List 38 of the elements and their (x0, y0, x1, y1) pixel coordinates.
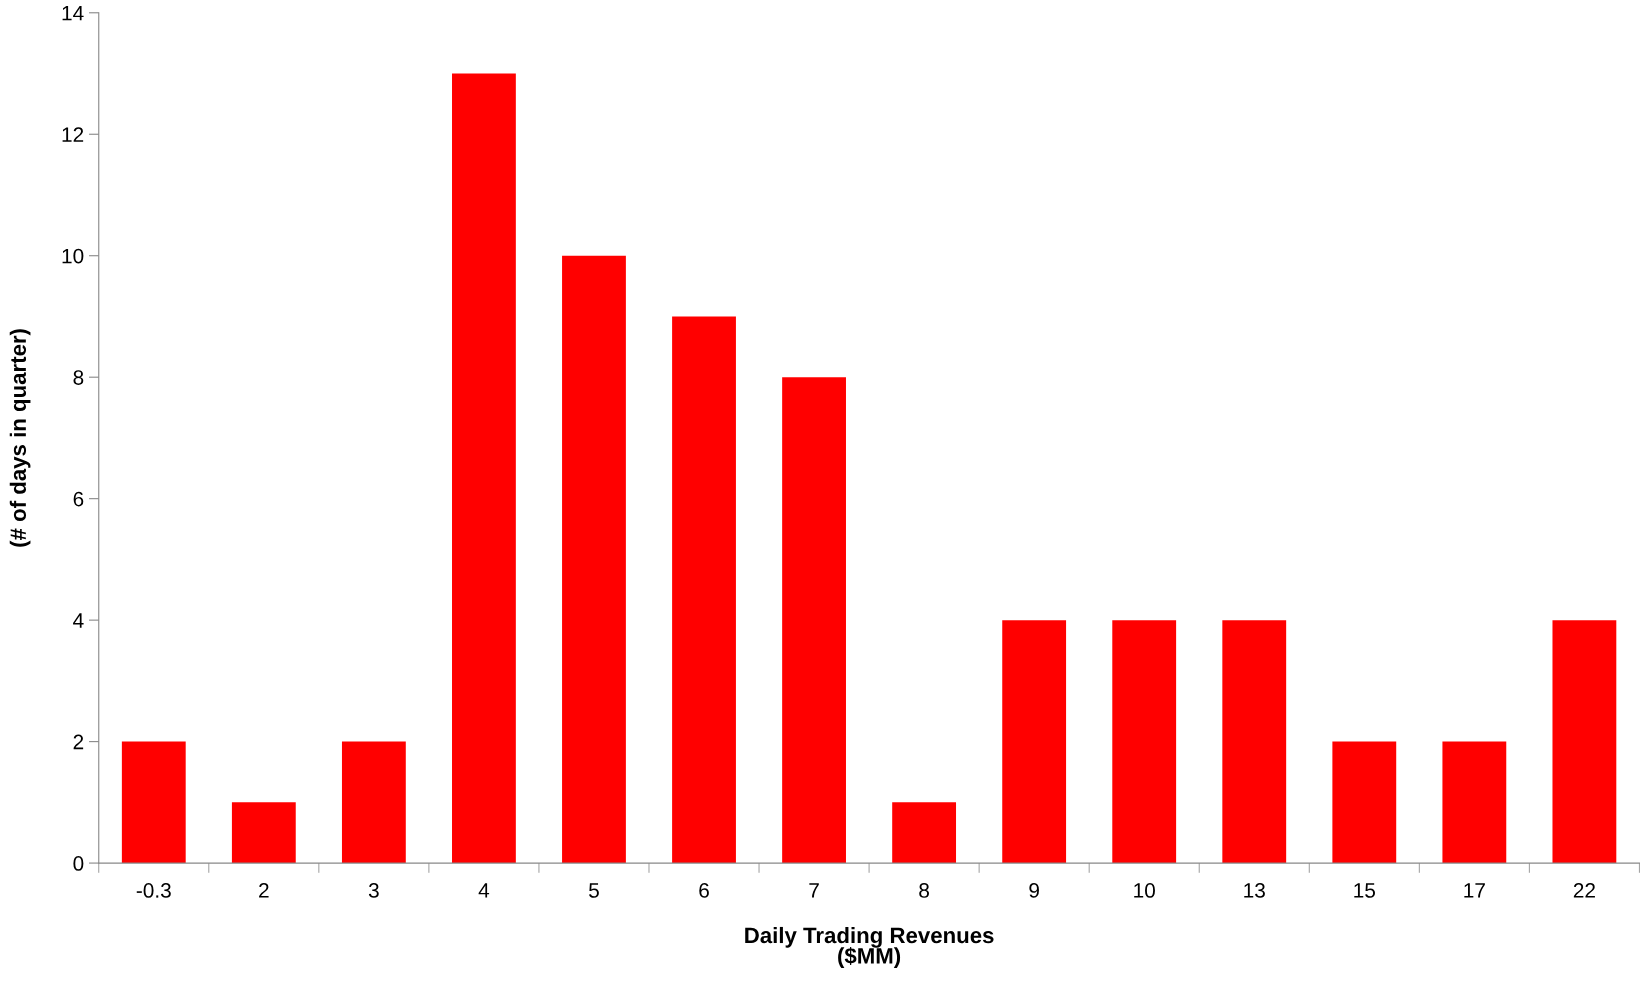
x-tick-label: 13 (1244, 883, 1265, 898)
bar (1442, 741, 1507, 864)
x-tick-label: 7 (809, 883, 819, 898)
x-tick-label: 10 (1134, 883, 1155, 898)
x-tick-label: 15 (1354, 883, 1376, 898)
x-tick-label: 2 (259, 883, 269, 898)
y-tick-label: 0 (73, 856, 84, 871)
bar (1002, 620, 1067, 864)
bar (1332, 741, 1397, 864)
bar (341, 741, 406, 864)
bar (782, 377, 846, 864)
x-tick-label: 5 (589, 883, 599, 898)
bar (1552, 620, 1617, 864)
y-tick-label: 14 (62, 6, 84, 21)
bar (121, 741, 186, 864)
x-tick-label: -0.3 (136, 883, 171, 898)
y-tick-label: 10 (62, 248, 84, 264)
bar (452, 73, 516, 864)
bar (892, 802, 957, 864)
bar (562, 255, 626, 864)
y-tick-label: 4 (73, 613, 84, 628)
x-tick-label: 22 (1573, 883, 1595, 898)
bar (672, 316, 736, 864)
y-tick-label: 2 (73, 734, 84, 750)
y-tick-label: 8 (73, 370, 84, 385)
y-tick-label: 12 (62, 127, 84, 142)
x-tick-label: 17 (1464, 883, 1485, 898)
x-tick-label: 4 (478, 883, 490, 898)
y-tick-label: 6 (73, 491, 84, 507)
bar (231, 802, 296, 864)
x-tick-label: 6 (699, 883, 709, 898)
bar (1112, 620, 1177, 864)
x-tick-label: 8 (919, 883, 929, 898)
y-axis-title: (# of days in quarter) (9, 329, 31, 547)
bar (1222, 620, 1287, 864)
x-tick-label: 9 (1029, 883, 1039, 898)
x-axis-title: Daily Trading Revenues ($MM) (745, 926, 994, 969)
x-tick-label: 3 (368, 883, 379, 898)
